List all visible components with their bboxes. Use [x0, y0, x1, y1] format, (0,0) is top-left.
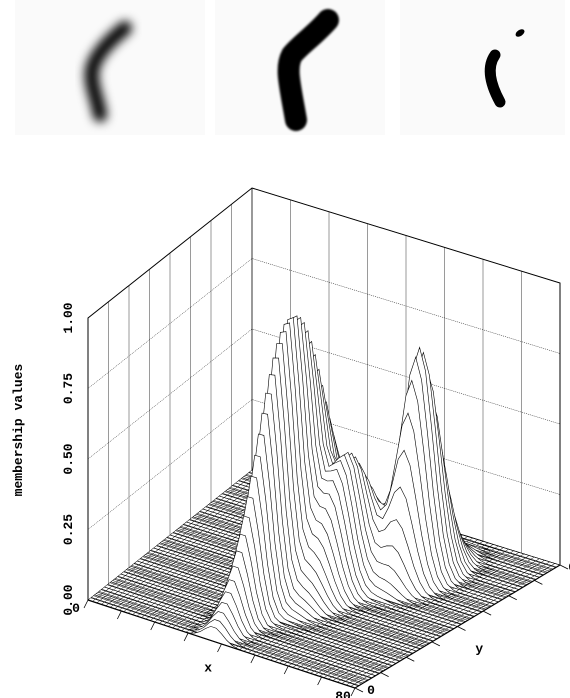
y-tick-mark	[432, 642, 440, 646]
x-tick-label: 0	[72, 601, 80, 616]
x-tick-mark	[284, 666, 288, 674]
panel-threshold	[400, 0, 565, 135]
image-panels	[15, 0, 565, 135]
figure: 0.000.250.500.751.00membership values080…	[0, 0, 570, 698]
y-tick-mark	[534, 580, 542, 584]
y-tick-mark	[355, 688, 363, 692]
z-tick-label: 1.00	[61, 302, 76, 333]
x-tick-mark	[351, 688, 355, 696]
x-tick-label: 80	[335, 689, 351, 698]
x-tick-mark	[84, 600, 88, 608]
grid-line	[88, 188, 560, 318]
x-tick-mark	[251, 655, 255, 663]
grid-line	[88, 259, 560, 389]
x-tick-mark	[184, 633, 188, 641]
y-tick-mark	[381, 673, 389, 677]
x-tick-mark	[117, 611, 121, 619]
z-tick-label: 0.50	[61, 443, 76, 474]
y-tick-mark	[483, 611, 491, 615]
z-axis-label: membership values	[11, 363, 26, 496]
y-axis-label: y	[475, 642, 483, 657]
z-tick-label: 0.25	[61, 514, 76, 545]
x-tick-mark	[218, 644, 222, 652]
y-tick-label: 0	[367, 683, 375, 698]
y-tick-mark	[509, 596, 517, 600]
y-tick-mark	[458, 627, 466, 631]
x-tick-mark	[318, 677, 322, 685]
z-tick-label: 0.75	[61, 373, 76, 404]
x-tick-mark	[151, 622, 155, 630]
y-tick-mark	[560, 565, 568, 569]
panel-blurred	[15, 0, 205, 135]
x-axis-label: x	[204, 661, 212, 676]
y-tick-mark	[406, 657, 414, 661]
